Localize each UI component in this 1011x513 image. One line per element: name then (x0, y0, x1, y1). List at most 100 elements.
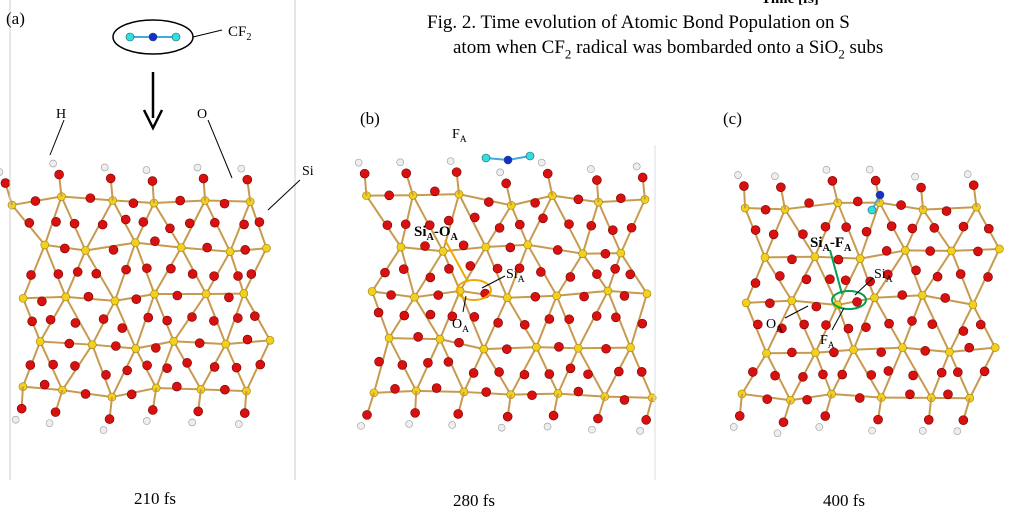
oxygen-atom (587, 221, 596, 230)
figure: Time [fs]Fig. 2. Time evolution of Atomi… (0, 0, 1011, 513)
oxygen-atom (753, 320, 762, 329)
oxygen-atom (118, 324, 127, 333)
oxygen-atom (574, 387, 583, 396)
hydrogen-atom (919, 427, 926, 434)
silicon-atom (945, 348, 953, 356)
oxygen-atom (493, 264, 502, 273)
oxygen-atom (921, 346, 930, 355)
oxygen-atom (194, 407, 203, 416)
oxygen-atom (209, 316, 218, 325)
oxygen-atom (943, 390, 952, 399)
oxygen-atom (99, 315, 108, 324)
silicon-atom (368, 287, 376, 295)
oxygen-atom (798, 230, 807, 239)
oxygen-atom (638, 173, 647, 182)
oxygen-atom (973, 247, 982, 256)
oxygen-atom (566, 272, 575, 281)
oxygen-atom (937, 368, 946, 377)
oxygen-atom (148, 405, 157, 414)
hydrogen-atom (101, 164, 108, 171)
silicon-atom (901, 246, 909, 254)
oxygen-atom (549, 411, 558, 420)
silicon-atom (742, 299, 750, 307)
oxygen-atom (151, 343, 160, 352)
oxygen-atom (60, 244, 69, 253)
oxygen-atom (885, 319, 894, 328)
oxygen-atom (803, 395, 812, 404)
hydrogen-atom (235, 421, 242, 428)
oxygen-atom (470, 213, 479, 222)
atom-label: SiA (874, 267, 893, 285)
silicon-atom (482, 243, 490, 251)
oxygen-atom (31, 197, 40, 206)
oxygen-atom (26, 361, 35, 370)
hydrogen-atom (143, 417, 150, 424)
oxygen-atom (775, 271, 784, 280)
atom-label: Si (302, 164, 314, 179)
oxygen-atom (98, 220, 107, 229)
oxygen-atom (638, 319, 647, 328)
oxygen-atom (51, 408, 60, 417)
silicon-atom (88, 341, 96, 349)
text-run: -O (434, 224, 451, 240)
oxygen-atom (40, 380, 49, 389)
oxygen-atom (84, 292, 93, 301)
oxygen-atom (466, 261, 475, 270)
oxygen-atom (928, 320, 937, 329)
oxygen-atom (469, 368, 478, 377)
oxygen-atom (391, 384, 400, 393)
oxygen-atom (637, 367, 646, 376)
oxygen-atom (452, 168, 461, 177)
oxygen-atom (360, 169, 369, 178)
oxygen-atom (65, 339, 74, 348)
oxygen-atom (188, 269, 197, 278)
bond (92, 345, 112, 397)
oxygen-atom (203, 243, 212, 252)
oxygen-atom (470, 312, 479, 321)
silicon-atom (480, 345, 488, 353)
silicon-atom (262, 244, 270, 252)
silicon-atom (222, 340, 230, 348)
hydrogen-atom (866, 166, 873, 173)
silicon-atom (439, 247, 447, 255)
oxygen-atom (92, 269, 101, 278)
oxygen-atom (432, 384, 441, 393)
oxygen-atom (434, 291, 443, 300)
oxygen-atom (25, 218, 34, 227)
oxygen-atom (842, 223, 851, 232)
oxygen-atom (363, 410, 372, 419)
text-run: O (766, 317, 776, 332)
oxygen-atom (150, 237, 159, 246)
oxygen-atom (926, 247, 935, 256)
carbon-atom (504, 156, 512, 164)
oxygen-atom (531, 198, 540, 207)
oxygen-atom (897, 201, 906, 210)
panel-label: (c) (723, 109, 742, 128)
subscript: A (776, 325, 783, 335)
fluorine-atom (868, 206, 876, 214)
oxygen-atom (484, 198, 493, 207)
oxygen-atom (874, 415, 883, 424)
oxygen-atom (751, 279, 760, 288)
oxygen-atom (553, 245, 562, 254)
hydrogen-atom (194, 164, 201, 171)
oxygen-atom (109, 245, 118, 254)
oxygen-atom (232, 363, 241, 372)
silicon-atom (111, 297, 119, 305)
oxygen-atom (163, 364, 172, 373)
oxygen-atom (898, 290, 907, 299)
oxygen-atom (933, 272, 942, 281)
silicon-atom (948, 247, 956, 255)
oxygen-atom (545, 314, 554, 323)
oxygen-atom (905, 390, 914, 399)
oxygen-atom (805, 198, 814, 207)
text-run: Fig. 2. Time evolution of Atomic Bond Po… (427, 12, 850, 33)
silicon-atom (177, 244, 185, 252)
hydrogen-atom (498, 424, 505, 431)
silicon-atom (131, 239, 139, 247)
oxygen-atom (86, 194, 95, 203)
oxygen-atom (877, 348, 886, 357)
oxygen-atom (426, 310, 435, 319)
text-run: atom when CF (453, 37, 565, 58)
oxygen-atom (593, 414, 602, 423)
